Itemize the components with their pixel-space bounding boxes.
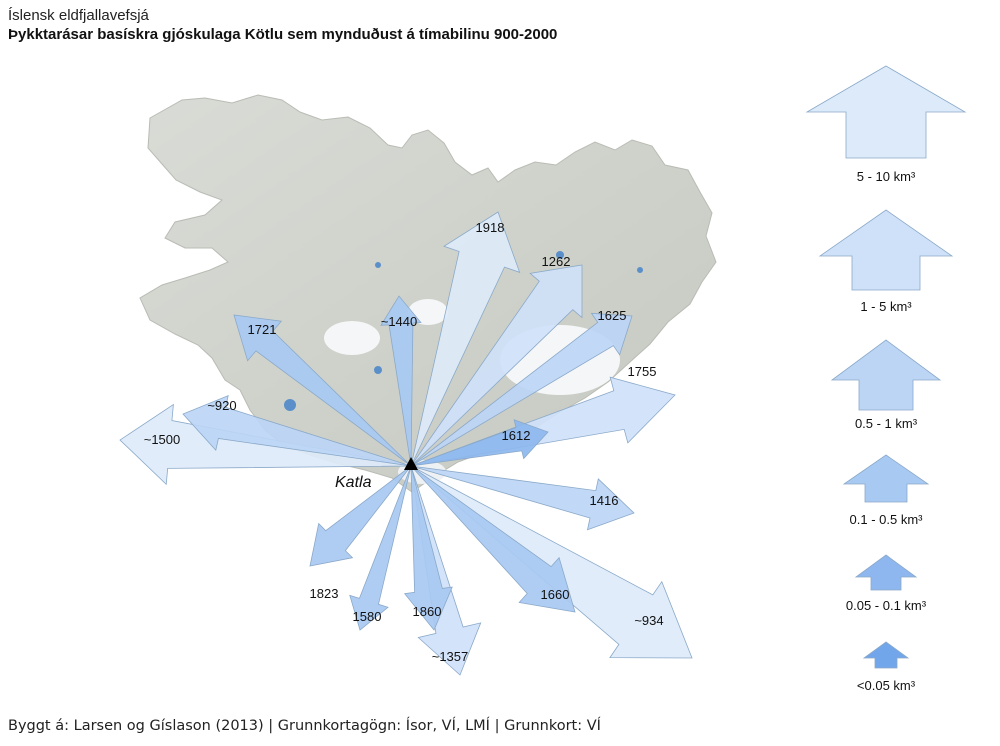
legend-arrow-icon xyxy=(854,554,918,591)
arrow-year-label: ~1357 xyxy=(432,649,469,664)
app-title: Íslensk eldfjallavefsjá xyxy=(8,7,149,24)
arrow-year-label: 1660 xyxy=(541,587,570,602)
dispersal-arrow[interactable] xyxy=(182,394,412,467)
arrow-year-label: 1262 xyxy=(542,254,571,269)
arrow-year-label: 1612 xyxy=(502,428,531,443)
dispersal-arrows xyxy=(119,211,693,676)
footer-separator: | xyxy=(263,718,278,734)
footer-separator: | xyxy=(489,718,505,734)
dispersal-arrow[interactable] xyxy=(403,465,453,631)
dispersal-arrow[interactable] xyxy=(309,465,412,567)
volcano-label: Katla xyxy=(335,474,372,491)
legend: 5 - 10 km³ 1 - 5 km³ 0.5 - 1 km³ 0.1 - 0.5 … xyxy=(805,65,967,693)
footer: Byggt á: Larsen og Gíslason (2013) | Gru… xyxy=(8,718,601,734)
arrow-year-label: 1721 xyxy=(248,322,277,337)
arrow-year-label: 1755 xyxy=(628,364,657,379)
dispersal-arrow[interactable] xyxy=(410,211,521,467)
legend-arrow-icon xyxy=(805,65,967,159)
lake-thingvallavatn xyxy=(284,399,296,411)
dispersal-arrow[interactable] xyxy=(410,264,583,467)
arrow-year-label: 1823 xyxy=(310,586,339,601)
dispersal-arrow[interactable] xyxy=(410,465,576,613)
dispersal-arrow[interactable] xyxy=(410,465,635,531)
volcano-triangle-icon[interactable] xyxy=(404,457,418,470)
lake-lagarfljot xyxy=(637,267,643,273)
arrow-year-label: ~920 xyxy=(207,398,236,413)
legend-label: 0.5 - 1 km³ xyxy=(855,416,918,431)
legend-label: 5 - 10 km³ xyxy=(857,169,916,184)
lake-myvatn xyxy=(556,251,564,259)
dispersal-arrow[interactable] xyxy=(410,465,693,659)
legend-arrow-icon xyxy=(818,209,954,291)
arrow-year-label: ~1440 xyxy=(381,314,418,329)
legend-label: 0.05 - 0.1 km³ xyxy=(846,598,927,613)
arrow-year-label: ~934 xyxy=(634,613,663,628)
header: Íslensk eldfjallavefsjá Þykktarásar basí… xyxy=(8,6,557,44)
dispersal-arrow[interactable] xyxy=(349,465,412,631)
footer-source: Byggt á: Larsen og Gíslason (2013) xyxy=(8,718,264,734)
arrow-year-label: 1625 xyxy=(598,308,627,323)
arrow-year-label: 1860 xyxy=(413,604,442,619)
legend-arrow-icon xyxy=(862,641,910,669)
legend-label: 0.1 - 0.5 km³ xyxy=(850,512,924,527)
arrow-labels: 1918 1262 1625 1755 1612 ~1440 1721 ~920 ~1500 14… xyxy=(144,220,664,664)
footer-basemap-data: Grunnkortagögn: Ísor, VÍ, LMÍ xyxy=(277,718,490,734)
dispersal-arrow[interactable] xyxy=(410,419,549,467)
legend-arrow-icon xyxy=(830,339,942,411)
lake-thorisvatn xyxy=(374,366,382,374)
dispersal-arrow[interactable] xyxy=(410,465,482,676)
arrow-year-label: ~1500 xyxy=(144,432,181,447)
lake-north xyxy=(375,262,381,268)
volcano-marker[interactable]: Katla xyxy=(335,457,418,491)
glacier-langjokull xyxy=(324,321,380,355)
arrow-year-label: 1918 xyxy=(476,220,505,235)
legend-arrow-icon xyxy=(842,454,930,503)
arrow-year-label: 1416 xyxy=(590,493,619,508)
dispersal-arrow[interactable] xyxy=(410,312,633,467)
legend-label: 1 - 5 km³ xyxy=(860,299,912,314)
arrow-year-label: 1580 xyxy=(353,609,382,624)
map-title: Þykktarásar basískra gjóskulaga Kötlu se… xyxy=(8,26,558,43)
footer-basemap: Grunnkort: VÍ xyxy=(504,718,601,734)
legend-label: <0.05 km³ xyxy=(857,678,916,693)
dispersal-arrow[interactable] xyxy=(233,314,412,467)
dispersal-arrow[interactable] xyxy=(380,295,422,467)
